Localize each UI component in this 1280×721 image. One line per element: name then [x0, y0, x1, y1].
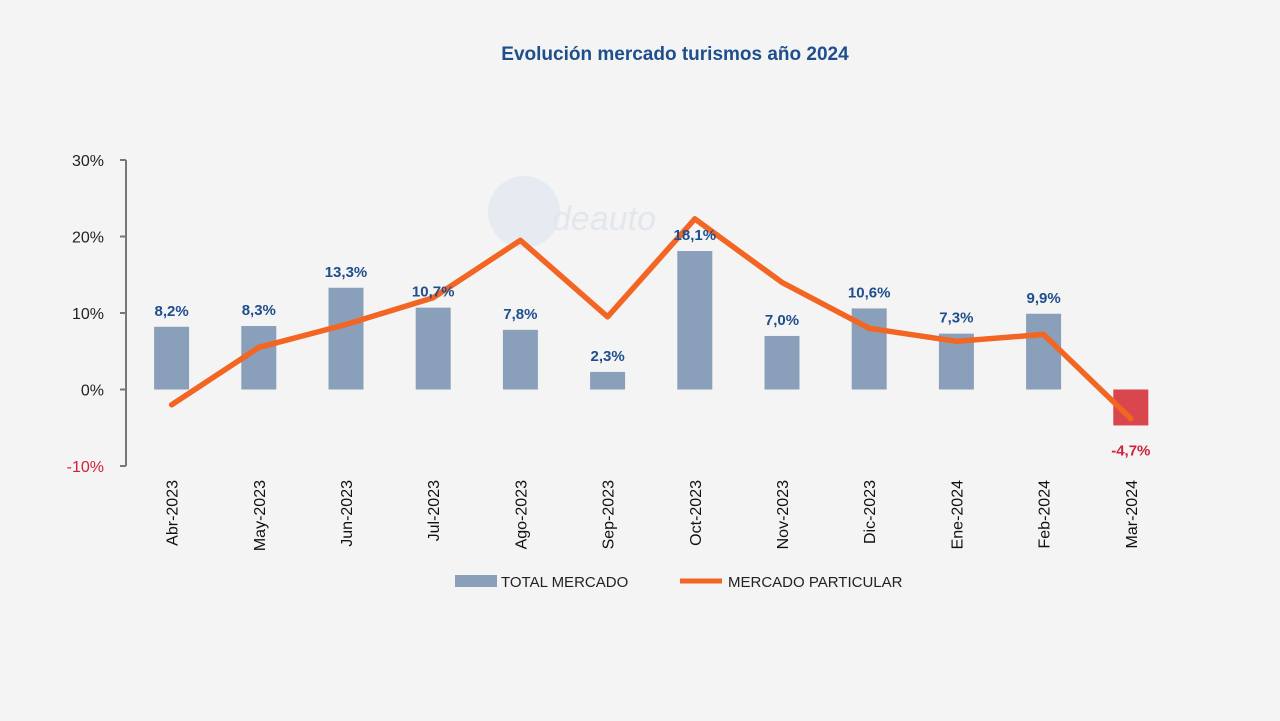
- x-tick-label: Jul-2023: [426, 480, 443, 541]
- legend-swatch-total-mercado: [455, 575, 497, 587]
- y-tick-label: 20%: [72, 230, 104, 247]
- x-tick-label: Oct-2023: [688, 480, 705, 546]
- bar-oct-2023: [677, 251, 713, 390]
- data-label: 18,1%: [674, 227, 717, 244]
- data-label: 8,2%: [154, 303, 188, 320]
- chart-title: Evolución mercado turismos año 2024: [501, 44, 849, 65]
- legend-label-total-mercado: TOTAL MERCADO: [501, 574, 628, 591]
- data-labels: 8,2% 8,3% 13,3% 10,7% 7,8% 2,3% 18,1% 7,0% 10,6%…: [154, 227, 1150, 459]
- watermark: deauto: [488, 176, 656, 248]
- bar-jul-2023: [415, 307, 451, 390]
- data-label: 7,8%: [503, 306, 537, 323]
- y-tick-label: 10%: [72, 306, 104, 323]
- bar-feb-2024: [1026, 313, 1062, 390]
- data-label: 7,3%: [939, 310, 973, 327]
- bar-sep-2023: [590, 371, 626, 390]
- legend-label-mercado-particular: MERCADO PARTICULAR: [728, 574, 903, 591]
- data-label: -4,7%: [1111, 442, 1150, 459]
- bar-nov-2023: [764, 335, 800, 390]
- data-label: 7,0%: [765, 312, 799, 329]
- data-label: 10,6%: [848, 284, 891, 301]
- legend: TOTAL MERCADO MERCADO PARTICULAR: [455, 574, 903, 591]
- x-tick-label: May-2023: [252, 480, 269, 551]
- data-label: 10,7%: [412, 284, 455, 301]
- data-label: 8,3%: [242, 302, 276, 319]
- x-tick-label: Ene-2024: [949, 480, 966, 549]
- x-tick-label: Mar-2024: [1124, 480, 1141, 549]
- x-tick-label: Sep-2023: [601, 480, 618, 549]
- x-tick-label: Feb-2024: [1037, 480, 1054, 549]
- x-tick-label: Jun-2023: [339, 480, 356, 547]
- data-label: 9,9%: [1026, 290, 1060, 307]
- mercado-particular-line: [168, 216, 1134, 422]
- line-series: [168, 216, 1134, 422]
- y-axis: 30% 20% 10% 0% -10%: [67, 153, 127, 476]
- y-tick-label: 30%: [72, 153, 104, 170]
- x-axis-labels: Abr-2023 May-2023 Jun-2023 Jul-2023 Ago-2023…: [165, 480, 1141, 551]
- x-tick-label: Abr-2023: [165, 480, 182, 546]
- bar-jun-2023: [328, 287, 364, 390]
- y-tick-label: -10%: [67, 459, 104, 476]
- watermark-text: deauto: [552, 200, 656, 238]
- x-tick-label: Nov-2023: [775, 480, 792, 549]
- data-label: 13,3%: [325, 264, 368, 281]
- x-tick-label: Dic-2023: [862, 480, 879, 544]
- y-tick-label: 0%: [81, 383, 104, 400]
- bar-abr-2023: [154, 326, 190, 390]
- x-tick-label: Ago-2023: [513, 480, 530, 549]
- data-label: 2,3%: [590, 348, 624, 365]
- bar-ago-2023: [502, 329, 538, 390]
